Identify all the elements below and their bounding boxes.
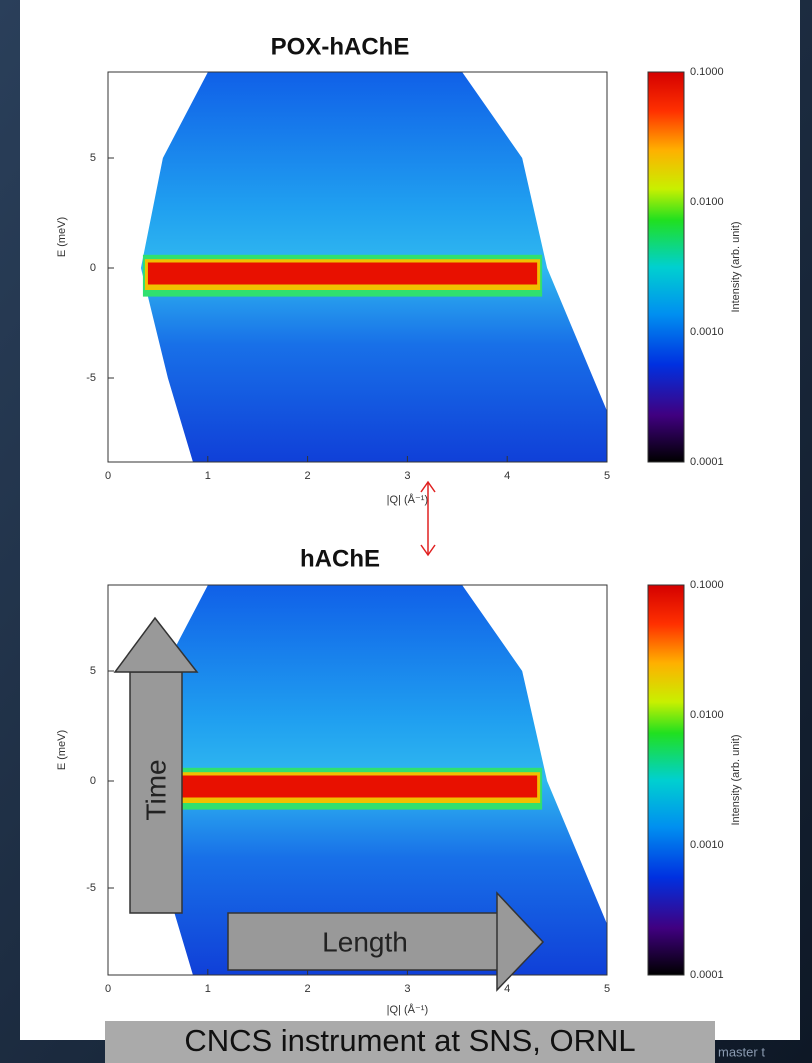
colorbar-tick-label: 0.0010 xyxy=(690,326,724,338)
y-tick-label: 0 xyxy=(90,775,96,787)
x-tick-label: 4 xyxy=(504,470,510,482)
y-tick-label: 5 xyxy=(90,152,96,164)
x-tick-label: 2 xyxy=(305,983,311,995)
colorbar xyxy=(647,71,685,463)
colorbar-tick-label: 0.0001 xyxy=(690,456,724,468)
colorbar-tick-label: 0.0001 xyxy=(690,969,724,981)
x-tick-label: 5 xyxy=(604,983,610,995)
footer: master t xyxy=(718,1044,765,1059)
plot-title: POX-hAChE xyxy=(271,33,410,60)
colorbar-tick-label: 0.0010 xyxy=(690,839,724,851)
colorbar-tick-label: 0.1000 xyxy=(690,579,724,591)
colorbar-tick-label: 0.1000 xyxy=(690,66,724,78)
x-tick-label: 1 xyxy=(205,983,211,995)
x-tick-label: 0 xyxy=(105,983,111,995)
x-axis-label: |Q| (Å⁻¹) xyxy=(387,493,428,506)
y-axis-label: E (meV) xyxy=(56,217,68,257)
length-arrow xyxy=(227,891,545,992)
elastic-band-red xyxy=(147,775,538,798)
time-label: Time xyxy=(140,759,171,820)
x-tick-label: 4 xyxy=(504,983,510,995)
x-axis-label: |Q| (Å⁻¹) xyxy=(387,1003,428,1016)
caption: CNCS instrument at SNS, ORNL xyxy=(184,1023,635,1058)
x-tick-label: 2 xyxy=(305,470,311,482)
x-tick-label: 3 xyxy=(404,983,410,995)
red-double-arrow xyxy=(420,480,436,557)
colorbar-tick-label: 0.0100 xyxy=(690,196,724,208)
x-tick-label: 0 xyxy=(105,470,111,482)
x-tick-label: 1 xyxy=(205,470,211,482)
colorbar-label: Intensity (arb. unit) xyxy=(730,734,742,825)
axes-frame xyxy=(107,71,608,463)
elastic-band-red xyxy=(147,262,538,285)
y-axis-label: E (meV) xyxy=(56,730,68,770)
caption-box xyxy=(105,1021,715,1063)
time-arrow xyxy=(113,616,199,914)
x-tick-label: 3 xyxy=(404,470,410,482)
y-tick-label: -5 xyxy=(86,882,96,894)
length-label: Length xyxy=(322,926,408,957)
colorbar xyxy=(647,584,685,976)
colorbar-label: Intensity (arb. unit) xyxy=(730,221,742,312)
y-tick-label: 0 xyxy=(90,262,96,274)
y-tick-label: 5 xyxy=(90,665,96,677)
colorbar-tick-label: 0.0100 xyxy=(690,709,724,721)
plot-title: hAChE xyxy=(300,545,380,572)
y-tick-label: -5 xyxy=(86,372,96,384)
x-tick-label: 5 xyxy=(604,470,610,482)
axes-frame xyxy=(107,584,608,976)
